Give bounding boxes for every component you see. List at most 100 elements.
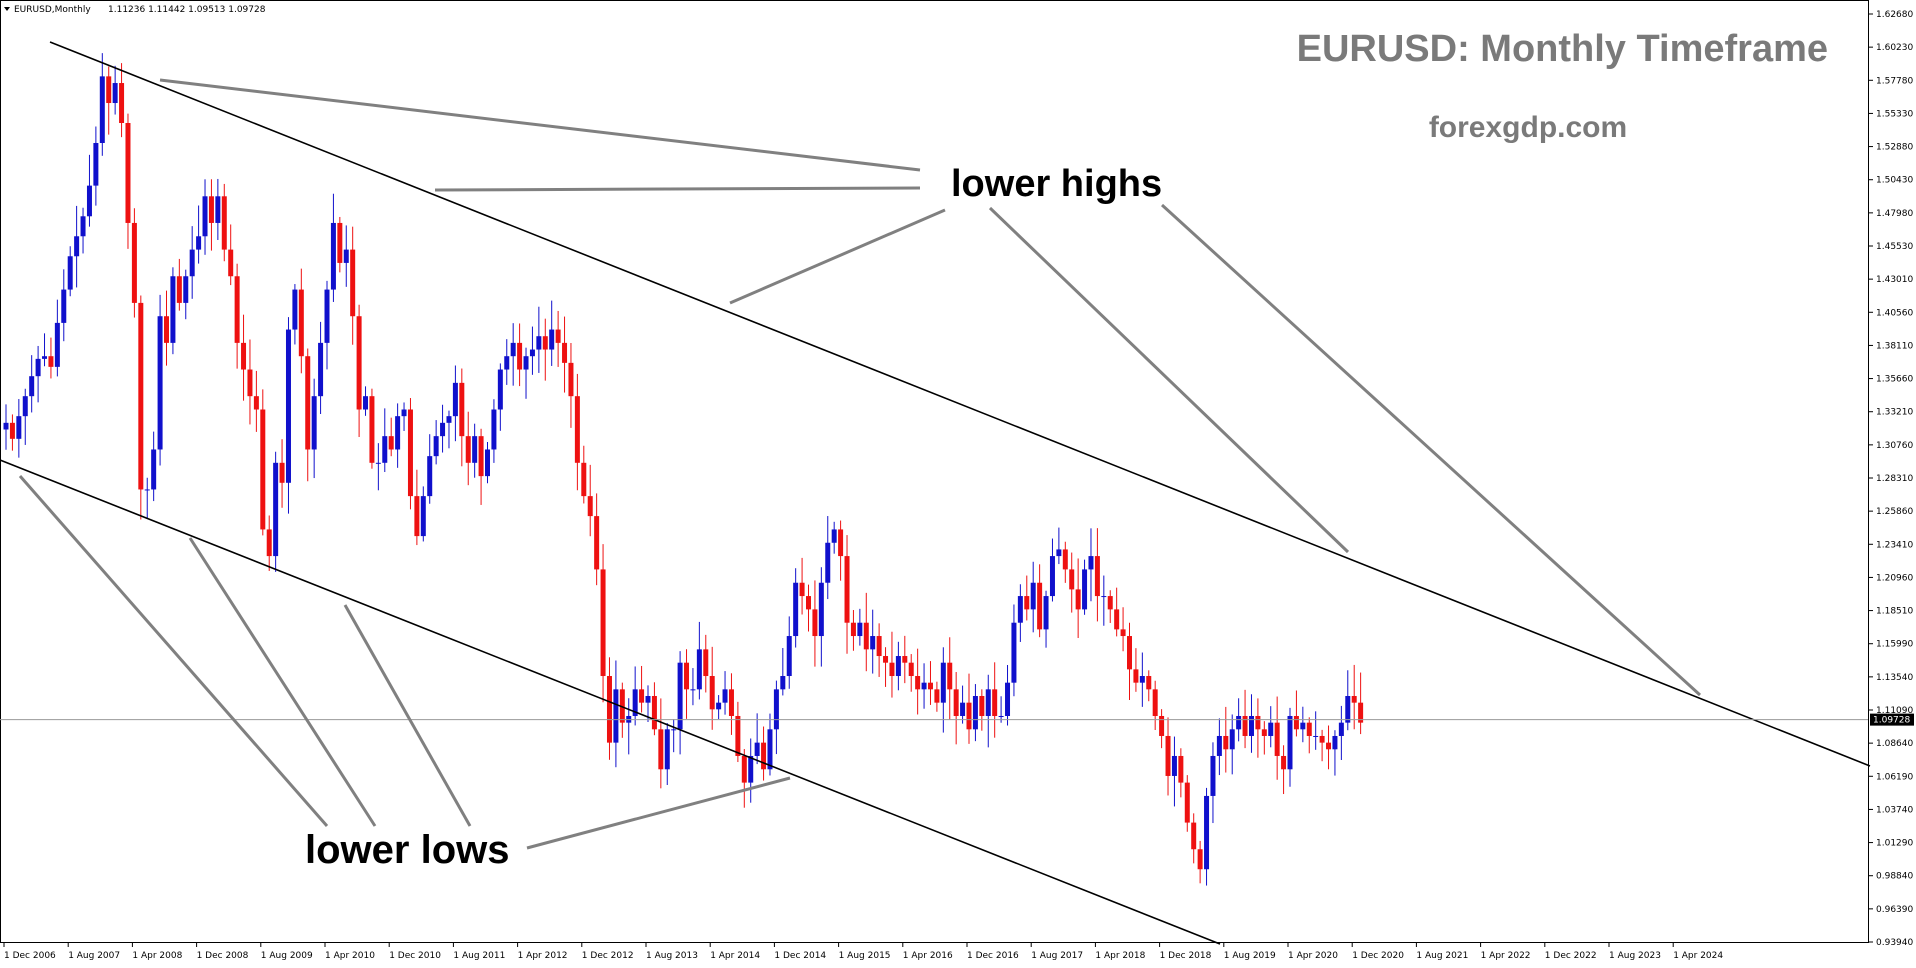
candle-body: [292, 289, 298, 330]
candle-body: [99, 76, 105, 143]
candle-body: [741, 755, 747, 783]
candle-body: [1242, 715, 1248, 736]
candle-body: [979, 696, 985, 716]
y-tick-label: 1.50430: [1876, 176, 1913, 186]
candle-body: [671, 729, 677, 731]
candle-body: [176, 276, 182, 303]
x-tick-label: 1 Dec 2006: [4, 951, 56, 961]
candle-body: [998, 715, 1004, 717]
y-tick-label: 0.98840: [1876, 872, 1913, 882]
candle-body: [857, 622, 863, 637]
candle-body: [1287, 715, 1293, 770]
pointer-high-1: [159, 78, 921, 172]
candle-body: [947, 662, 953, 690]
candle-body: [106, 76, 112, 104]
y-tick-label: 1.18510: [1876, 607, 1913, 617]
candle-body: [523, 356, 529, 370]
x-tick-label: 1 Apr 2014: [710, 951, 760, 961]
dropdown-triangle-icon[interactable]: [4, 7, 10, 11]
candle-body: [883, 656, 889, 663]
y-tick-label: 1.40560: [1876, 308, 1913, 318]
upper-trendline: [49, 41, 1871, 767]
candle-body: [427, 456, 433, 497]
candle-body: [1139, 676, 1145, 683]
candle-body: [491, 409, 497, 450]
candle-body: [266, 529, 272, 557]
candle-body: [459, 382, 465, 437]
x-tick-label: 1 Dec 2014: [774, 951, 826, 961]
candle-body: [260, 409, 266, 530]
candle-body: [767, 729, 773, 770]
candle-body: [1223, 735, 1229, 750]
candle-body: [542, 336, 548, 350]
y-tick-label: 1.01290: [1876, 839, 1913, 849]
y-tick-label: 1.55330: [1876, 109, 1913, 119]
candle-body: [1146, 676, 1152, 690]
pointer-low-3: [343, 604, 472, 827]
candle-body: [748, 755, 754, 783]
candle-body: [985, 689, 991, 716]
candle-body: [786, 636, 792, 677]
candle-body: [1088, 556, 1094, 570]
y-tick-label: 0.96390: [1876, 905, 1913, 915]
x-tick-label: 1 Aug 2011: [453, 951, 505, 961]
candle-body: [407, 409, 413, 497]
candle-body: [793, 582, 799, 637]
candle-body: [658, 729, 664, 770]
candle-body: [1178, 755, 1184, 783]
candle-body: [613, 689, 619, 743]
candle-body: [972, 696, 978, 730]
pointer-low-4: [526, 776, 791, 850]
candle-body: [1043, 596, 1049, 630]
candle-body: [562, 342, 568, 363]
pointer-low-2: [188, 537, 377, 827]
candle-body: [1171, 755, 1177, 776]
candle-body: [16, 416, 22, 439]
candle-body: [1319, 735, 1325, 743]
candle-body: [645, 696, 651, 703]
y-tick-label: 1.23410: [1876, 540, 1913, 550]
candle-body: [279, 462, 285, 483]
candle-body: [1101, 596, 1107, 598]
candle-body: [1268, 722, 1274, 736]
x-tick-label: 1 Aug 2021: [1416, 951, 1468, 961]
candle-body: [343, 249, 349, 263]
y-tick-label: 1.47980: [1876, 209, 1913, 219]
candle-body: [1229, 729, 1235, 750]
y-tick-label: 1.11090: [1876, 706, 1913, 716]
x-tick-label: 1 Dec 2022: [1545, 951, 1597, 961]
candle-body: [305, 356, 311, 450]
pointer-high-5: [1160, 203, 1702, 697]
candle-body: [600, 569, 606, 677]
candle-body: [908, 662, 914, 677]
candle-body: [568, 362, 574, 397]
lower-lows-label: lower lows: [305, 828, 510, 872]
candle-body: [915, 676, 921, 690]
x-tick-label: 1 Apr 2010: [325, 951, 375, 961]
candle-body: [1107, 596, 1113, 610]
candle-body: [119, 83, 125, 124]
lower-trendline: [0, 459, 1221, 945]
candle-body: [870, 636, 876, 650]
candle-body: [818, 582, 824, 637]
candle-body: [183, 276, 189, 303]
candle-body: [799, 582, 805, 597]
symbol-label: EURUSD,Monthly: [14, 5, 91, 15]
candle-body: [594, 516, 600, 570]
candle-body: [1358, 702, 1364, 723]
y-tick-label: 1.06190: [1876, 772, 1913, 782]
candle-body: [1248, 715, 1254, 736]
candle-body: [1210, 755, 1216, 796]
candle-body: [35, 358, 41, 377]
candle-body: [1120, 629, 1126, 637]
watermark-site: forexgdp.com: [1429, 111, 1627, 144]
candle-body: [42, 356, 48, 359]
x-tick-label: 1 Apr 2022: [1481, 951, 1531, 961]
candle-body: [241, 342, 247, 370]
y-tick-label: 1.35660: [1876, 375, 1913, 385]
candle-body: [382, 436, 388, 463]
candle-body: [664, 729, 670, 770]
candle-body: [780, 676, 786, 690]
